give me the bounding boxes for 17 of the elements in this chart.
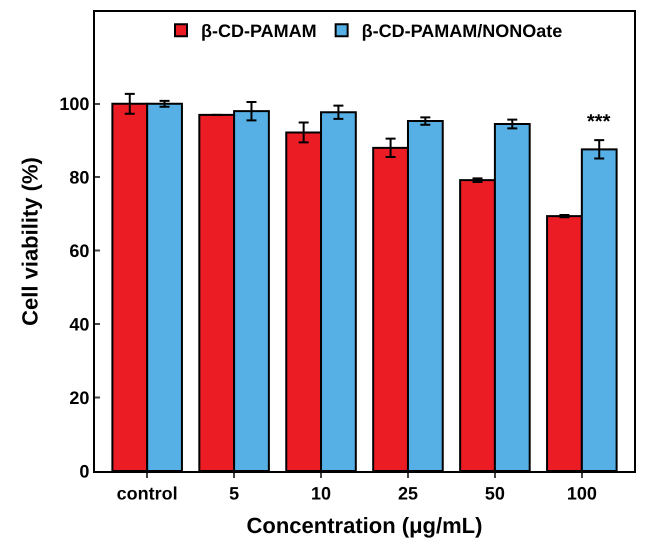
y-tick-label: 100	[59, 94, 90, 114]
x-axis-title: Concentration (μg/mL)	[246, 513, 482, 538]
y-tick-label: 20	[69, 388, 90, 408]
legend-label: β-CD-PAMAM	[201, 21, 317, 42]
x-tick-label: 5	[229, 484, 240, 504]
x-tick-label: control	[116, 484, 178, 504]
legend-label: β-CD-PAMAM/NONOate	[362, 21, 562, 42]
x-tick-label: 100	[566, 484, 597, 504]
x-tick-label: 25	[398, 484, 418, 504]
y-tick-label: 60	[69, 240, 90, 261]
y-tick-label: 40	[69, 314, 90, 334]
x-tick-label: 10	[311, 484, 332, 504]
annotation: ***	[587, 111, 611, 133]
y-tick-label: 0	[79, 461, 90, 482]
y-tick-label: 80	[69, 168, 90, 188]
y-axis-title: Cell viability (%)	[18, 157, 43, 326]
x-tick-label: 50	[484, 484, 505, 504]
